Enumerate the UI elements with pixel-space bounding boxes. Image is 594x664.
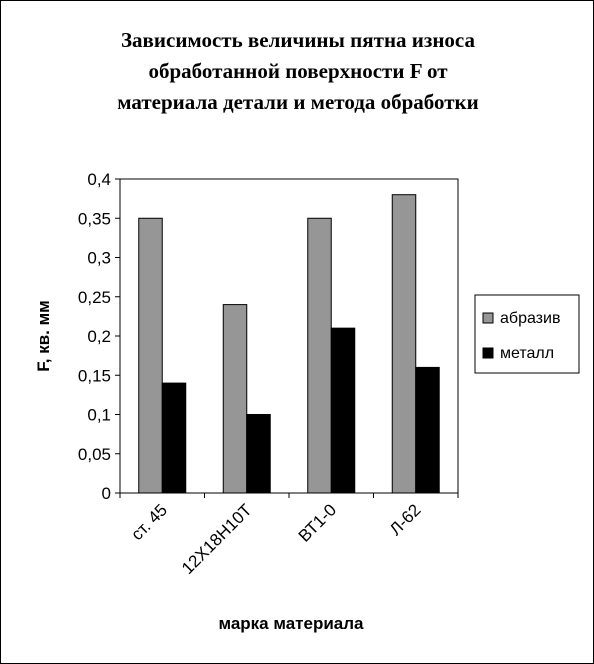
chart-title: Зависимость величины пятна износа обрабо… (41, 25, 555, 118)
y-tick-label: 0,1 (87, 406, 111, 425)
bar-abrasive (391, 194, 417, 494)
legend-swatch-metal (482, 347, 494, 359)
x-tick-label: 12Х18Н10Т (178, 500, 256, 578)
bars (138, 194, 440, 494)
legend-box (474, 294, 580, 374)
x-tick-label: ВТ1-0 (295, 500, 340, 545)
x-tick-label: Л-62 (386, 500, 425, 539)
x-axis-label: марка материала (218, 614, 364, 633)
legend-label: металл (500, 345, 554, 362)
bar-metal (330, 327, 356, 494)
bar-metal (415, 366, 440, 494)
legend-label: абразив (500, 310, 560, 327)
chart-title-line-2: обработанной поверхности F от (148, 59, 448, 83)
legend: абразив металл (474, 294, 580, 374)
y-tick-label: 0,2 (87, 327, 111, 346)
bar-metal (246, 414, 271, 494)
y-tick-label: 0,4 (87, 170, 111, 189)
x-axis: ст. 45 12Х18Н10Т ВТ1-0 Л-62 (119, 493, 459, 578)
chart-title-line-3: материала детали и метода обработки (117, 90, 479, 114)
y-tick-label: 0 (102, 484, 111, 503)
y-tick-label: 0,35 (78, 209, 111, 228)
chart-title-line-1: Зависимость величины пятна износа (120, 28, 476, 52)
y-tick-label: 0,15 (78, 366, 111, 385)
x-tick-label: ст. 45 (127, 500, 171, 544)
y-tick-label: 0,05 (78, 445, 111, 464)
bar-metal (161, 382, 187, 494)
bar-abrasive (307, 217, 332, 494)
y-axis: 0 0,05 0,1 0,15 0,2 0,25 0,3 0,35 0,4 (78, 170, 120, 503)
bar-abrasive (222, 304, 248, 494)
legend-swatch-abrasive (482, 312, 494, 324)
y-tick-label: 0,3 (87, 249, 111, 268)
y-tick-label: 0,25 (78, 288, 111, 307)
y-axis-label: F, кв. мм (34, 300, 53, 372)
bar-abrasive (138, 217, 163, 494)
